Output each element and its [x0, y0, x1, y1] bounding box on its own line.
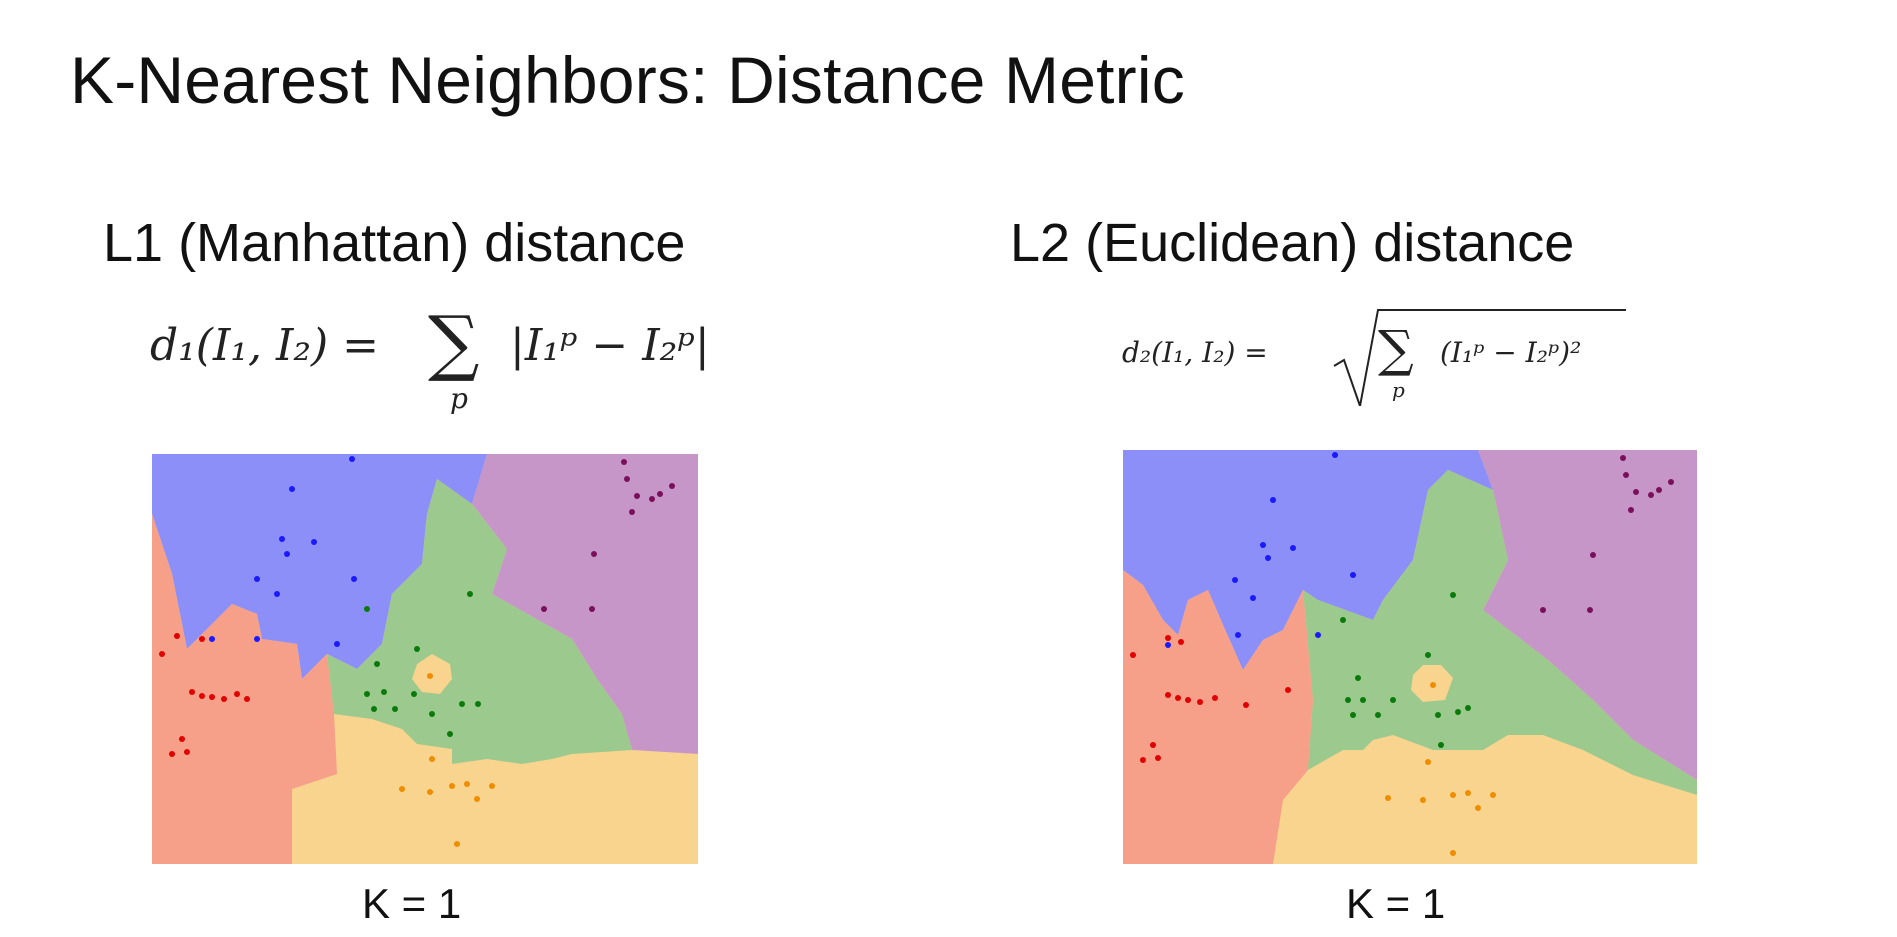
l1-red-region	[152, 514, 337, 864]
l2-purple-points	[1540, 455, 1674, 613]
l2-k-label: K = 1	[1346, 880, 1446, 927]
l1-purple-region	[472, 454, 698, 754]
l1-sum-index: p	[450, 382, 468, 415]
l1-yellow-points	[399, 673, 495, 847]
l2-blue-region	[1123, 450, 1493, 670]
l2-sum-index: p	[1392, 378, 1405, 402]
l1-green-region	[327, 479, 632, 764]
l1-decision-map	[152, 454, 698, 864]
l1-formula-rhs: |I₁ᵖ − I₂ᵖ|	[510, 320, 710, 371]
l2-blue-points	[1165, 452, 1356, 648]
l2-green-points	[1340, 592, 1471, 748]
l1-sum-symbol: ∑	[428, 300, 480, 384]
l2-formula-rhs: (I₁ᵖ − I₂ᵖ)²	[1440, 336, 1582, 369]
l2-red-points	[1130, 635, 1291, 763]
l1-heading: L1 (Manhattan) distance	[103, 213, 686, 273]
l1-blue-region	[152, 454, 487, 679]
l2-heading: L2 (Euclidean) distance	[1010, 213, 1575, 273]
l1-blue-points	[209, 456, 357, 647]
l1-k-label: K = 1	[362, 880, 462, 927]
l2-purple-region	[1478, 450, 1697, 780]
l1-formula: d₁(I₁, I₂) = ∑ p |I₁ᵖ − I₂ᵖ|	[150, 300, 710, 415]
l2-sqrt-symbol	[1333, 309, 1626, 406]
l2-sum-symbol: ∑	[1378, 320, 1414, 378]
l2-yellow-points	[1385, 682, 1496, 856]
l1-points	[159, 456, 675, 847]
l1-purple-points	[541, 459, 675, 612]
l2-points	[1130, 452, 1674, 856]
l2-green-region	[1303, 470, 1697, 795]
l1-red-points	[159, 633, 250, 757]
slide-title: K-Nearest Neighbors: Distance Metric	[70, 43, 1185, 117]
l2-formula: d₂(I₁, I₂) = ∑ p (I₁ᵖ − I₂ᵖ)²	[1122, 309, 1626, 406]
l2-decision-map	[1123, 450, 1697, 864]
l2-formula-lhs: d₂(I₁, I₂) =	[1122, 336, 1268, 369]
l1-formula-lhs: d₁(I₁, I₂) =	[150, 320, 380, 371]
l1-green-points	[364, 591, 481, 737]
